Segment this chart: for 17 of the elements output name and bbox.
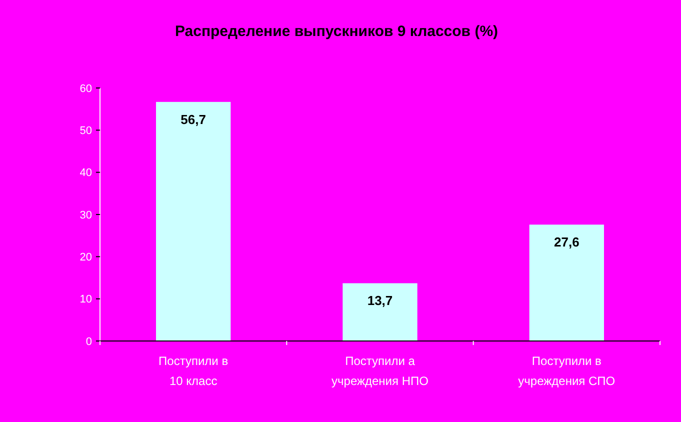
x-tick-label: Поступили а учреждения НПО [332, 354, 428, 388]
y-tick-label: 40 [80, 167, 92, 180]
bar [529, 224, 604, 341]
x-tick-label: Поступили в 10 класс [158, 354, 228, 388]
y-tick-label: 30 [80, 209, 92, 222]
chart-title: Распределение выпускников 9 классов (%) [174, 23, 498, 40]
bar [342, 283, 418, 341]
y-tick-label: 10 [80, 294, 92, 306]
y-tick-label: 0 [86, 336, 92, 348]
data-label: 27,6 [554, 234, 580, 250]
x-tick-label: Поступили в учреждения СПО [518, 354, 616, 388]
y-tick-label: 20 [80, 252, 92, 264]
y-tick-label: 60 [80, 82, 92, 95]
bar [156, 102, 231, 341]
data-label: 13,7 [367, 293, 393, 308]
data-label: 56,7 [180, 112, 206, 127]
y-tick-label: 50 [80, 125, 92, 138]
